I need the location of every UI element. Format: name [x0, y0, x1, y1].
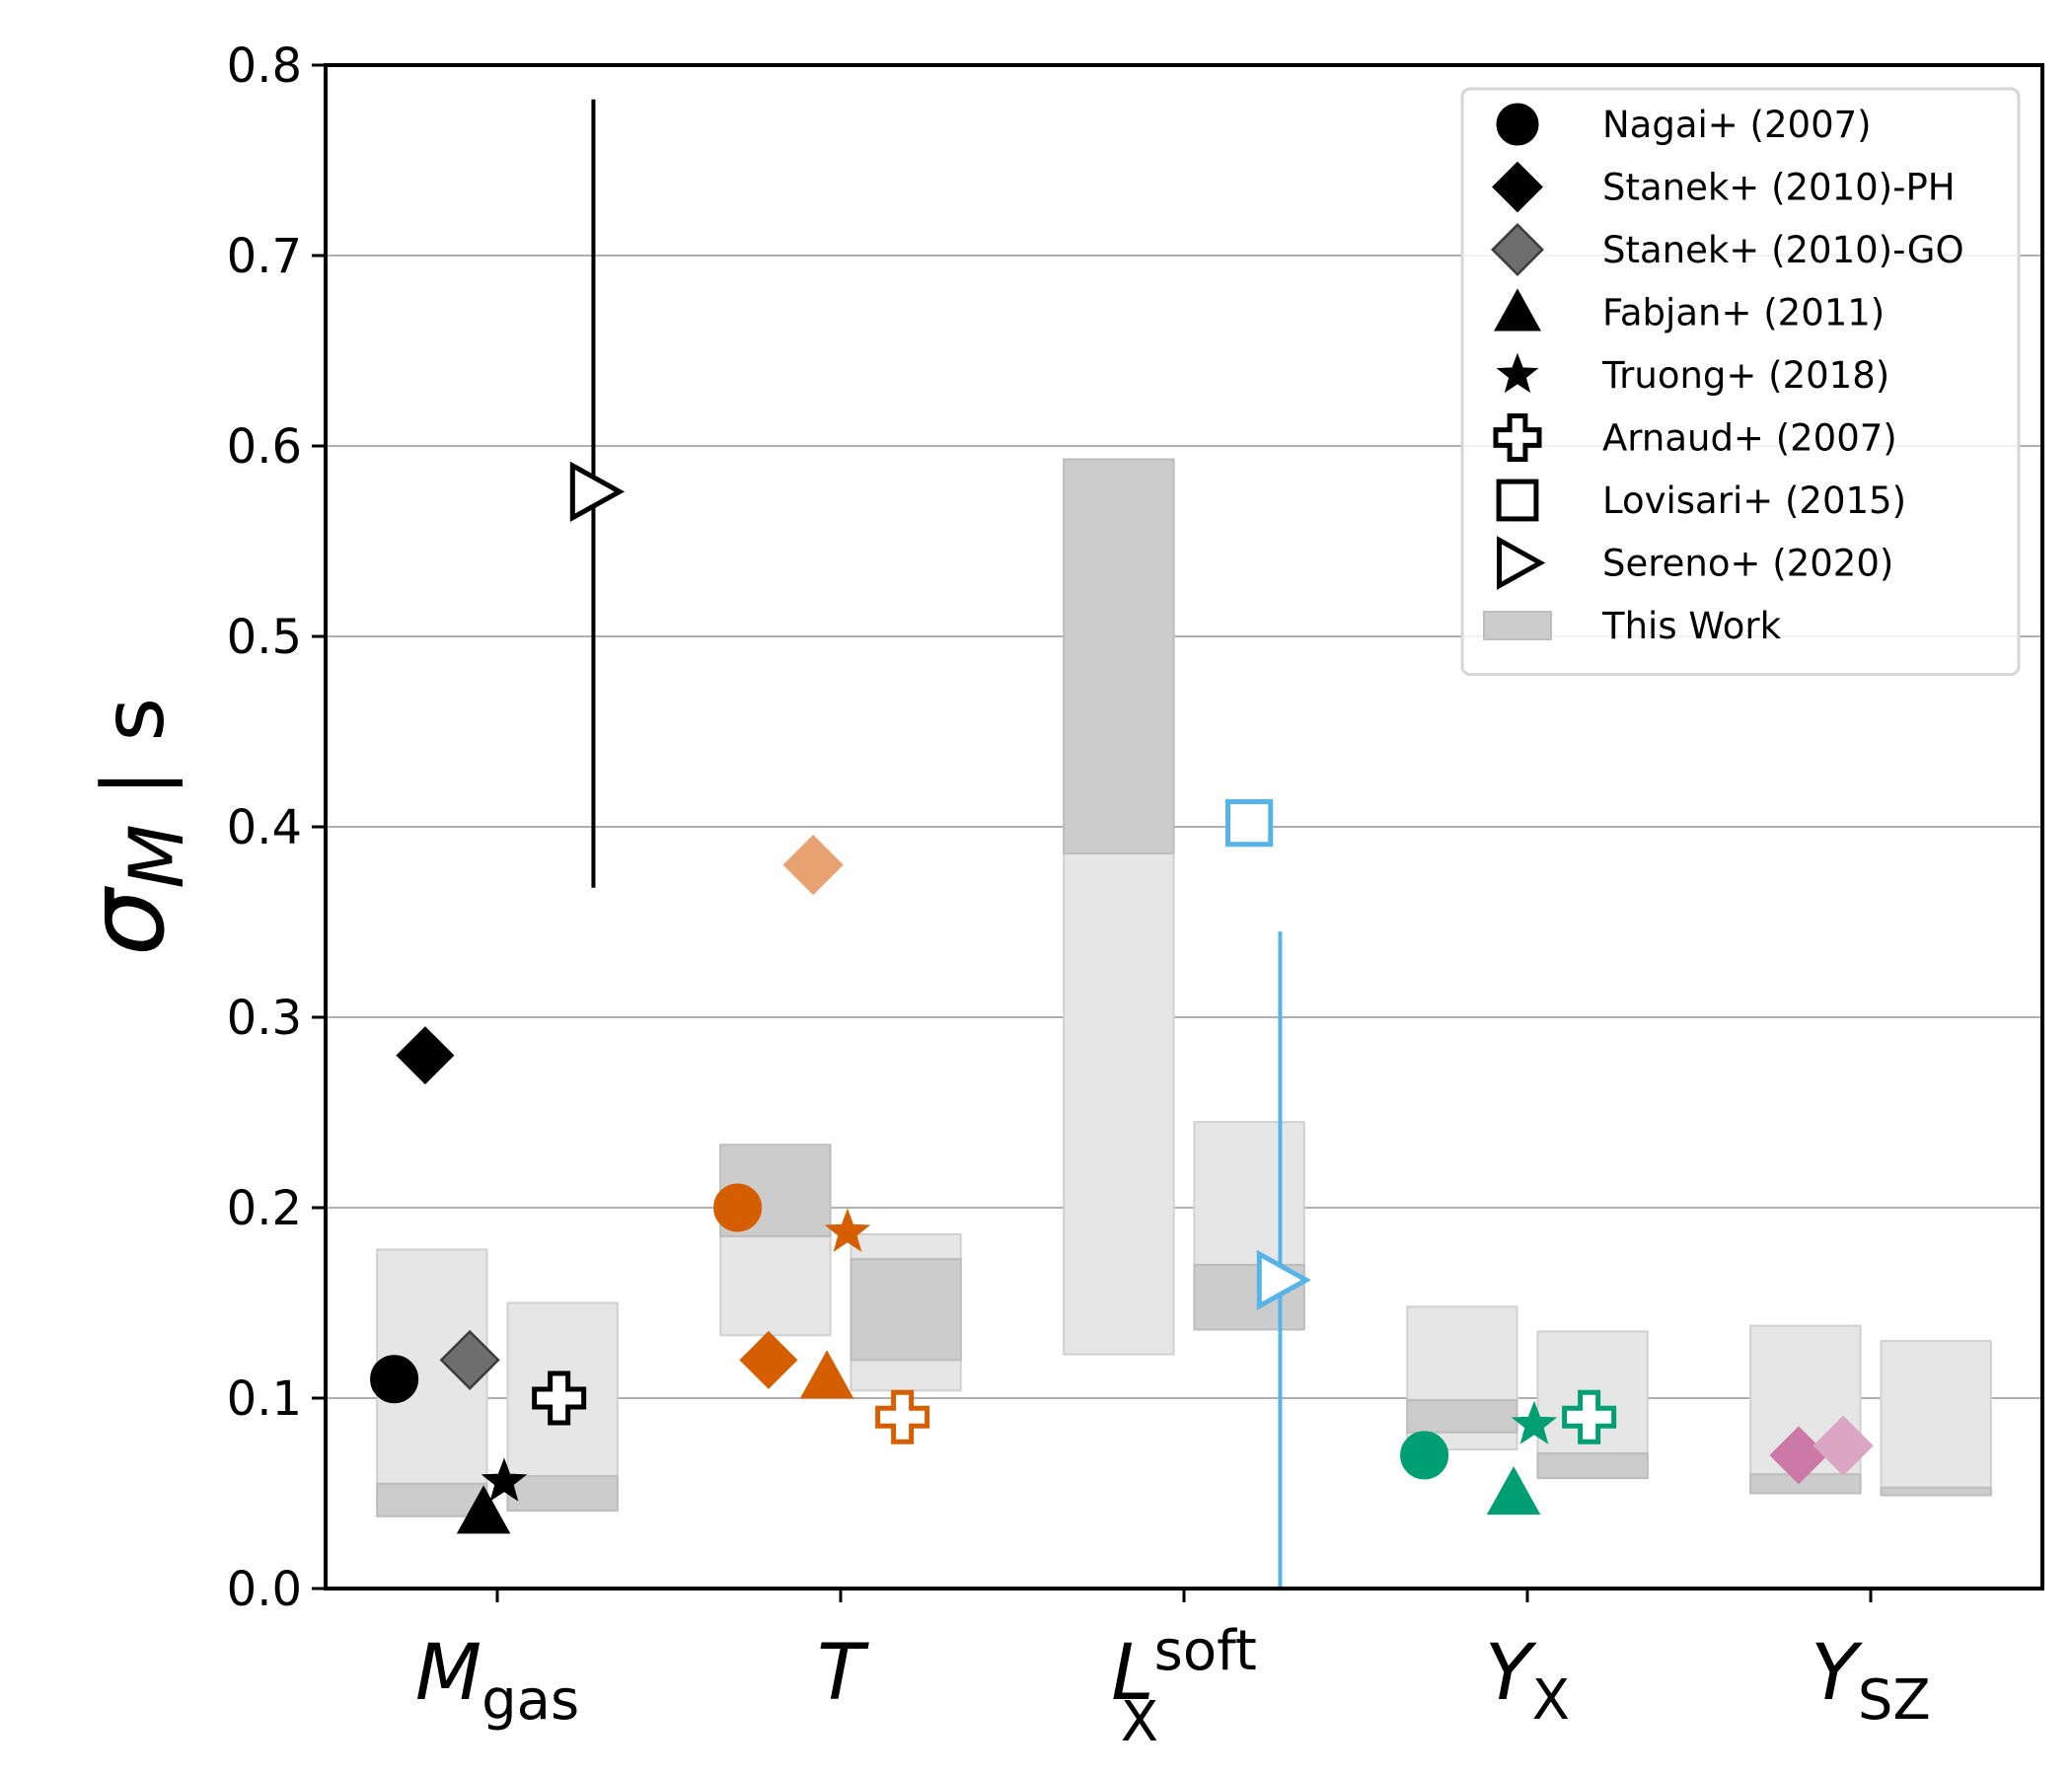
this-work-inner-box: [1880, 1486, 1992, 1497]
data-point-triangle: [799, 1350, 854, 1399]
legend-marker-circle: [1496, 103, 1539, 146]
y-tick-label: 0.3: [227, 991, 302, 1046]
this-work-inner-box: [1063, 458, 1175, 855]
this-work-outer-box: [1880, 1340, 1992, 1497]
legend-label: Arnaud+ (2007): [1602, 417, 1897, 460]
y-tick-label: 0.0: [227, 1562, 302, 1617]
legend-marker-triangle-right: [1497, 536, 1546, 590]
legend-marker-box: [1483, 611, 1552, 640]
data-point-diamond: [396, 1026, 455, 1085]
data-point-diamond: [1813, 1415, 1874, 1476]
legend-label: Stanek+ (2010)-GO: [1602, 229, 1964, 271]
y-tick-label: 0.2: [227, 1181, 302, 1236]
legend[interactable]: Nagai+ (2007) Stanek+ (2010)-PH Stanek+ (2…: [1460, 87, 2021, 676]
legend-marker-plus: [1493, 413, 1542, 462]
data-point-plus: [875, 1389, 930, 1444]
data-point-triangle: [1486, 1466, 1541, 1516]
legend-label: Stanek+ (2010)-PH: [1602, 167, 1956, 209]
legend-label: Fabjan+ (2011): [1602, 292, 1885, 334]
x-category-label: T: [817, 1629, 869, 1718]
y-tick-label: 0.7: [227, 229, 302, 284]
data-point-diamond: [782, 835, 844, 896]
legend-label: Lovisari+ (2015): [1602, 480, 1906, 522]
legend-marker-triangle: [1494, 288, 1541, 332]
data-point-triangle: [456, 1485, 511, 1534]
y-tick-label: 0.4: [227, 800, 302, 855]
legend-marker-star: [1496, 352, 1539, 394]
legend-label: Truong+ (2018): [1601, 354, 1889, 397]
data-point-star: [481, 1457, 528, 1502]
legend-marker-diamond: [1491, 223, 1544, 276]
legend-label: This Work: [1601, 605, 1782, 647]
this-work-inner-box: [376, 1482, 488, 1517]
data-point-star: [824, 1208, 871, 1252]
y-tick-label: 0.6: [227, 419, 302, 475]
this-work-inner-box: [1406, 1398, 1518, 1434]
y-axis-label: σM | s: [65, 698, 200, 957]
this-work-inner-box: [850, 1258, 962, 1362]
data-points: [370, 461, 1874, 1534]
this-work-inner-box: [506, 1475, 619, 1512]
y-tick-label: 0.5: [227, 610, 302, 665]
legend-marker-diamond: [1492, 161, 1543, 213]
data-point-triangle-right: [1256, 1249, 1311, 1310]
legend-label: Sereno+ (2020): [1602, 543, 1893, 585]
this-work-boxes: [376, 458, 1992, 1517]
axes: 0.0 0.1 0.2 0.3 0.4 0.5 0.6 0.7 0.8 Mgas T Lsoft X YX…: [65, 38, 2044, 1754]
data-point-diamond: [739, 1330, 798, 1389]
x-category-label: Mgas: [415, 1629, 579, 1733]
data-point-star: [1511, 1400, 1558, 1444]
legend-marker-square: [1496, 479, 1539, 522]
data-point-circle: [713, 1183, 763, 1232]
legend-label: Nagai+ (2007): [1602, 104, 1872, 146]
x-category-label: Lsoft X: [1111, 1619, 1257, 1754]
data-point-circle: [370, 1355, 419, 1404]
legend-frame: [1460, 87, 2021, 676]
grid-lines: [326, 255, 2042, 1399]
data-point-plus: [1562, 1389, 1617, 1444]
y-tick-label: 0.1: [227, 1371, 302, 1427]
y-tick-label: 0.8: [227, 38, 302, 94]
this-work-inner-box: [1536, 1451, 1649, 1480]
x-category-label: YX: [1485, 1629, 1570, 1733]
x-category-label: YSZ: [1811, 1629, 1931, 1733]
data-point-diamond: [439, 1329, 500, 1390]
data-point-square: [1225, 799, 1274, 848]
data-point-plus: [532, 1370, 587, 1426]
data-point-circle: [1400, 1431, 1449, 1480]
data-point-triangle-right: [569, 461, 625, 522]
